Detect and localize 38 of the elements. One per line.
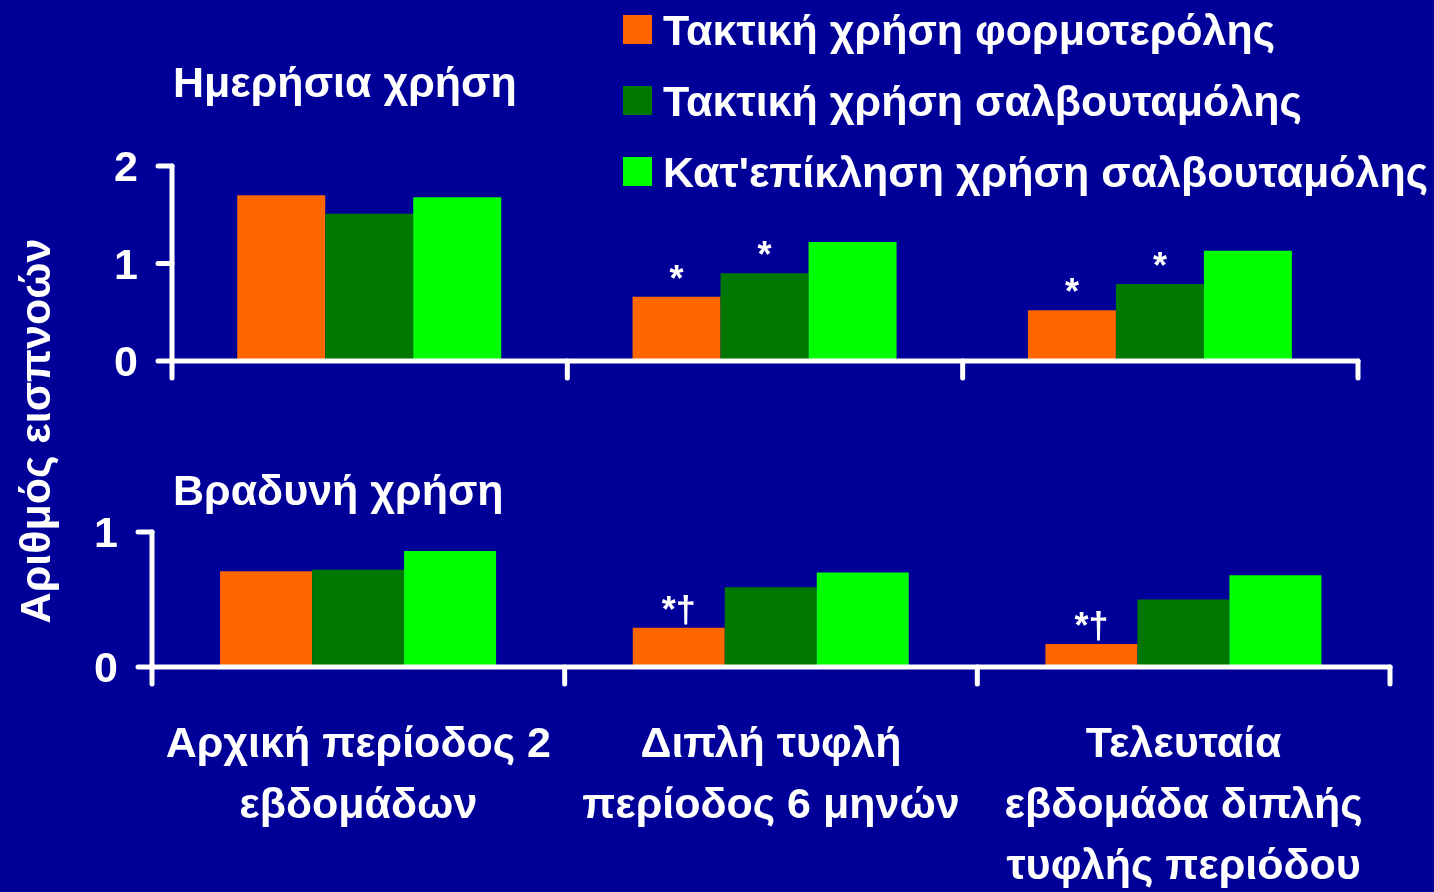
y-axis-title: Αριθμός εισπνοών (11, 238, 59, 624)
x-tick-label: Αρχική περίοδος 2 εβδομάδων (165, 718, 551, 827)
annotation: * (669, 257, 684, 299)
annotation: *† (1074, 605, 1109, 647)
legend-label: Τακτική χρήση φορμοτερόλης (663, 4, 1276, 55)
bar (1045, 644, 1138, 667)
y-tick-label: 1 (94, 508, 118, 557)
y-tick-label: 0 (94, 643, 118, 692)
annotation: * (757, 234, 772, 276)
bar (312, 569, 405, 667)
bar (816, 572, 909, 667)
chart-title: Ημερήσια χρήση (173, 57, 517, 107)
bar (1137, 599, 1230, 667)
legend-label: Τακτική χρήση σαλβουταμόλης (663, 75, 1302, 126)
bar (1203, 250, 1292, 361)
bar (325, 213, 414, 361)
bar (632, 627, 725, 667)
bar (724, 587, 817, 667)
y-tick-label: 2 (114, 142, 138, 191)
x-tick-label: Διπλή τυφλή περίοδος 6 μηνών (582, 718, 960, 827)
annotation: *† (661, 588, 696, 630)
y-tick-label: 0 (114, 337, 138, 386)
annotation: * (1064, 271, 1079, 313)
bar (413, 197, 502, 361)
bar (808, 242, 897, 361)
legend-label: Κατ'επίκληση χρήση σαλβουταμόλης (663, 146, 1429, 197)
bar (1115, 283, 1204, 361)
chart-title: Βραδυνή χρήση (173, 465, 504, 515)
bar (404, 550, 497, 667)
bar (632, 296, 721, 361)
bar (237, 195, 326, 361)
annotation: * (1152, 244, 1167, 286)
bar (1229, 575, 1322, 667)
x-tick-label: Τελευταία εβδομάδα διπλής τυφλής περιόδου (1004, 718, 1363, 888)
y-tick-label: 1 (114, 239, 138, 288)
bar (720, 273, 809, 361)
bar (220, 571, 313, 667)
bar (1027, 310, 1116, 361)
